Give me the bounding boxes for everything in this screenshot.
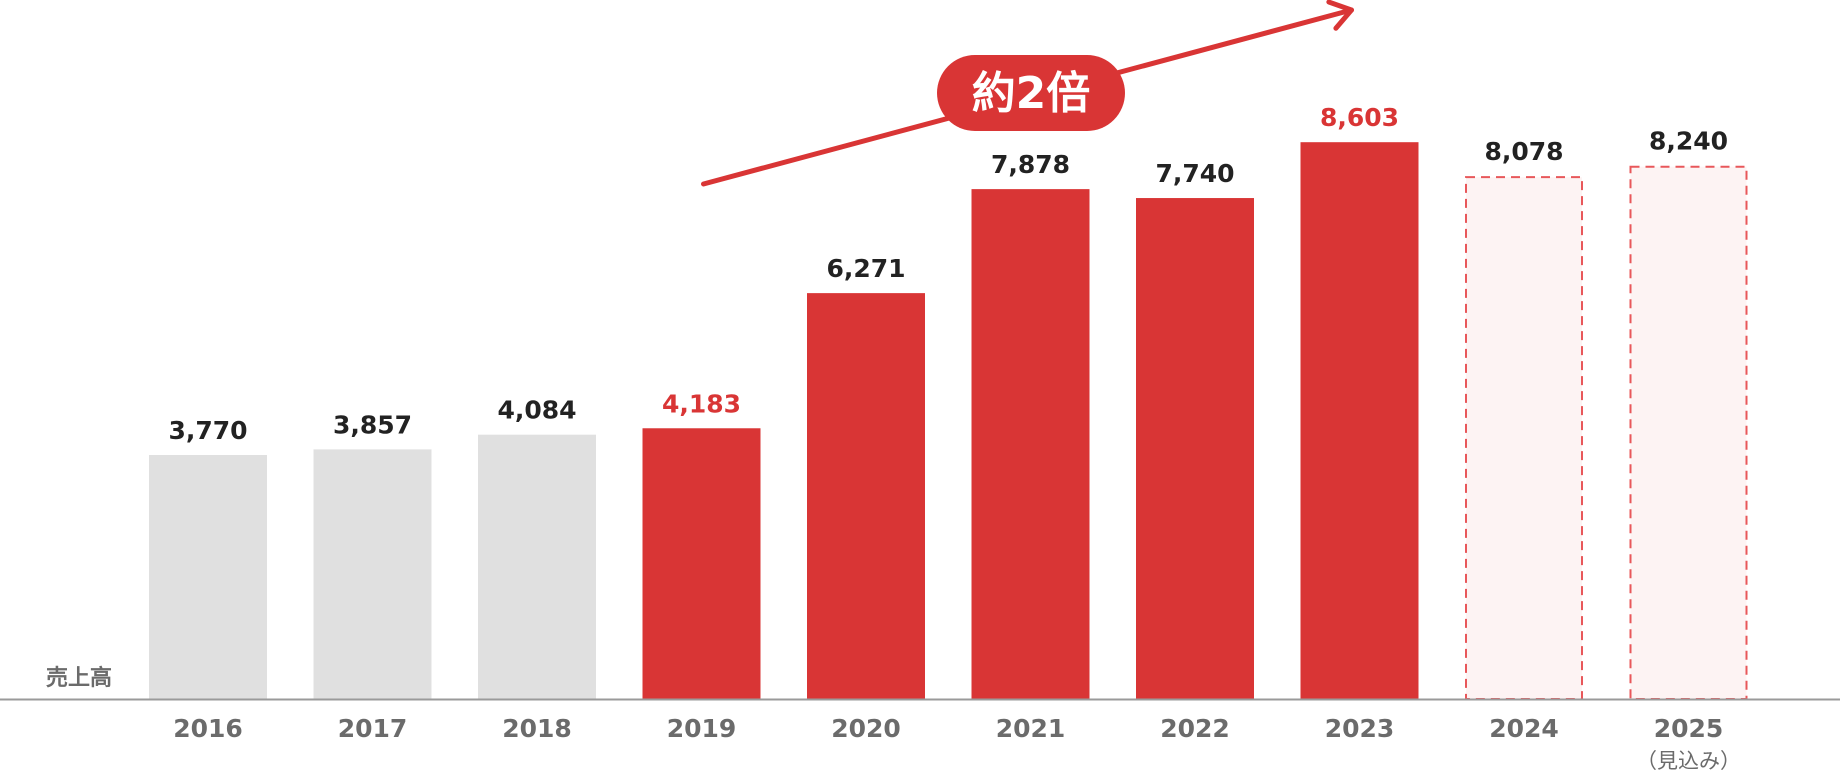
x-tick-sublabel-2025: （見込み） bbox=[1636, 749, 1741, 773]
value-label-2017: 3,857 bbox=[333, 410, 412, 439]
x-tick-2024: 2024 bbox=[1489, 714, 1559, 743]
value-label-2023: 8,603 bbox=[1320, 103, 1399, 132]
x-tick-2019: 2019 bbox=[667, 714, 737, 743]
value-label-2025: 8,240 bbox=[1649, 127, 1728, 156]
x-tick-2020: 2020 bbox=[831, 714, 901, 743]
value-label-2021: 7,878 bbox=[991, 150, 1070, 179]
x-tick-2025: 2025 bbox=[1654, 714, 1724, 743]
bar-2022 bbox=[1136, 198, 1254, 700]
trend-annotation: 約2倍 bbox=[701, 0, 1354, 187]
bar-2018 bbox=[478, 434, 596, 699]
bar-2020 bbox=[807, 293, 925, 699]
trend-badge-label: 約2倍 bbox=[972, 68, 1091, 119]
x-tick-labels-group: 2016 2017 2018 2019 2020 2021 2022 2023 2024 2025… bbox=[173, 714, 1741, 773]
bar-2025 bbox=[1629, 165, 1748, 700]
bar-2021 bbox=[971, 189, 1090, 699]
value-label-2019: 4,183 bbox=[662, 389, 741, 418]
value-label-2018: 4,084 bbox=[497, 396, 576, 425]
bars-group bbox=[149, 142, 1748, 700]
x-tick-2023: 2023 bbox=[1325, 714, 1395, 743]
x-tick-2017: 2017 bbox=[338, 714, 408, 743]
x-tick-2018: 2018 bbox=[502, 714, 572, 743]
value-labels-group: 3,770 3,857 4,084 4,183 6,271 7,878 7,740 8,603… bbox=[168, 103, 1728, 445]
bar-2017 bbox=[313, 449, 432, 699]
bar-2023 bbox=[1300, 142, 1419, 700]
value-label-2024: 8,078 bbox=[1484, 137, 1563, 166]
x-tick-2016: 2016 bbox=[173, 714, 243, 743]
x-tick-2022: 2022 bbox=[1160, 714, 1230, 743]
value-label-2022: 7,740 bbox=[1155, 159, 1234, 188]
y-axis-label: 売上高 bbox=[46, 665, 112, 691]
value-label-2020: 6,271 bbox=[826, 254, 905, 283]
bar-2019 bbox=[642, 428, 761, 699]
bar-2024 bbox=[1465, 176, 1583, 700]
value-label-2016: 3,770 bbox=[168, 416, 247, 445]
bar-2016 bbox=[149, 454, 267, 699]
x-tick-2021: 2021 bbox=[996, 714, 1066, 743]
trend-arrow-head bbox=[1326, 0, 1354, 31]
trend-badge bbox=[937, 55, 1125, 131]
